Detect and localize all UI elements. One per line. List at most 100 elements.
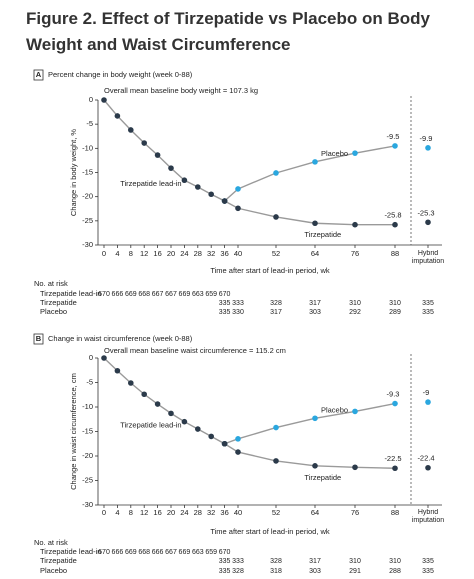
y-tick-label: -25 <box>82 216 93 225</box>
data-point <box>392 465 398 472</box>
at-risk-value: 663 <box>192 291 204 298</box>
at-risk-value: 669 <box>179 549 191 556</box>
x-tick-label: 52 <box>272 249 280 258</box>
data-point <box>195 184 201 190</box>
data-point <box>312 159 318 165</box>
x-tick-label: Hybrid imputation <box>411 509 445 524</box>
series-label: Placebo <box>321 405 348 414</box>
data-label: -9 <box>423 388 430 397</box>
y-tick-label: 0 <box>89 95 93 104</box>
y-tick-label: -25 <box>82 475 93 484</box>
at-risk-value: 333 <box>232 558 244 565</box>
data-point <box>392 143 398 149</box>
x-tick-label-box: Hybrid imputation <box>411 509 445 524</box>
data-point <box>235 449 241 455</box>
x-tick-label: 40 <box>234 508 242 517</box>
data-point <box>195 426 201 432</box>
at-risk-value: 317 <box>309 558 321 565</box>
y-tick-label: -20 <box>82 451 93 460</box>
x-tick-label: 20 <box>167 508 175 517</box>
data-label: -22.5 <box>384 454 401 463</box>
series-label: Tirzepatide <box>304 473 341 482</box>
data-label: -9.5 <box>387 132 400 141</box>
x-tick-label: 0 <box>102 508 106 517</box>
at-risk-value: 667 <box>152 291 164 298</box>
x-tick-label: 12 <box>140 508 148 517</box>
x-tick-label: 20 <box>167 249 175 258</box>
at-risk-value: 335 <box>219 558 231 565</box>
data-point <box>101 97 107 103</box>
at-risk-value: 328 <box>270 558 282 565</box>
y-tick-label: 0 <box>89 353 93 362</box>
at-risk-value: 292 <box>349 309 361 316</box>
x-tick-label: 4 <box>115 508 119 517</box>
at-risk-value: 335 <box>422 309 434 316</box>
at-risk-value: 659 <box>205 291 217 298</box>
x-tick-label: 88 <box>391 249 399 258</box>
data-point <box>312 463 318 469</box>
data-point <box>168 410 174 417</box>
panel-letter: A <box>36 70 42 79</box>
data-point <box>425 219 431 226</box>
at-risk-value: 317 <box>270 309 282 316</box>
y-tick-label: -15 <box>82 426 93 435</box>
at-risk-row-name: Tirzepatide <box>40 556 77 565</box>
data-point <box>168 165 174 171</box>
data-point <box>312 415 318 422</box>
x-tick-label: 24 <box>180 249 188 258</box>
at-risk-value: 666 <box>112 291 124 298</box>
data-point <box>141 140 147 146</box>
data-point <box>352 221 358 228</box>
data-point <box>101 355 107 361</box>
series-label: Placebo <box>321 149 348 158</box>
at-risk-value: 303 <box>309 568 321 575</box>
data-point <box>425 145 431 151</box>
x-axis-label: Time after start of lead-in period, wk <box>210 527 330 536</box>
panel-title: Change in waist circumference (week 0-88… <box>48 334 193 343</box>
data-point <box>114 367 121 374</box>
at-risk-value: 330 <box>232 309 244 316</box>
x-tick-label: 8 <box>129 249 133 258</box>
data-point <box>235 436 241 442</box>
data-label: -22.4 <box>417 454 434 463</box>
panel-badge <box>33 69 44 81</box>
at-risk-value: 289 <box>389 309 401 316</box>
x-tick-label: 16 <box>153 249 161 258</box>
data-point <box>235 205 241 212</box>
data-label: -25.8 <box>384 211 401 220</box>
data-label: -25.3 <box>417 208 434 217</box>
y-tick-label: -20 <box>82 192 93 201</box>
at-risk-value: 670 <box>98 291 110 298</box>
x-tick-label: 64 <box>311 249 319 258</box>
at-risk-value: 310 <box>349 558 361 565</box>
data-point <box>425 399 431 405</box>
at-risk-row-name: Tirzepatide lead-in <box>40 289 101 298</box>
data-point <box>273 170 279 176</box>
y-tick-label: -5 <box>86 377 93 386</box>
series-label: Tirzepatide lead-in <box>120 421 181 430</box>
x-tick-label: 12 <box>140 249 148 258</box>
at-risk-value: 310 <box>389 558 401 565</box>
at-risk-value: 310 <box>349 300 361 307</box>
data-point <box>208 191 214 198</box>
at-risk-value: 669 <box>125 549 137 556</box>
at-risk-value: 335 <box>219 568 231 575</box>
at-risk-value: 663 <box>192 549 204 556</box>
x-tick-label: 8 <box>129 508 133 517</box>
at-risk-value: 670 <box>98 549 110 556</box>
at-risk-value: 668 <box>138 291 150 298</box>
data-point <box>221 198 228 204</box>
x-tick-label: 32 <box>207 508 215 517</box>
annotation: Overall mean baseline body weight = 107.… <box>104 86 258 95</box>
x-tick-label: 76 <box>351 249 359 258</box>
at-risk-value: 335 <box>422 558 434 565</box>
at-risk-value: 310 <box>389 300 401 307</box>
x-tick-label: 36 <box>220 508 228 517</box>
x-tick-label: 64 <box>311 508 319 517</box>
x-tick-label: 28 <box>194 508 202 517</box>
data-point <box>425 464 431 471</box>
x-tick-label: 52 <box>272 508 280 517</box>
x-tick-label: 40 <box>234 249 242 258</box>
